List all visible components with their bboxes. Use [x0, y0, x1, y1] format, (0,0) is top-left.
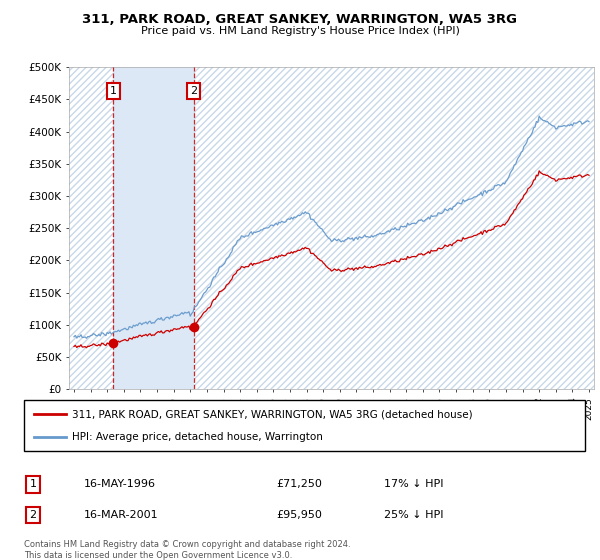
Text: 1: 1 — [29, 479, 37, 489]
Text: Price paid vs. HM Land Registry's House Price Index (HPI): Price paid vs. HM Land Registry's House … — [140, 26, 460, 36]
Text: 311, PARK ROAD, GREAT SANKEY, WARRINGTON, WA5 3RG (detached house): 311, PARK ROAD, GREAT SANKEY, WARRINGTON… — [71, 409, 472, 419]
Text: 16-MAR-2001: 16-MAR-2001 — [84, 510, 158, 520]
Text: 25% ↓ HPI: 25% ↓ HPI — [384, 510, 443, 520]
Text: 2: 2 — [190, 86, 197, 96]
Bar — [194, 67, 594, 389]
Text: Contains HM Land Registry data © Crown copyright and database right 2024.
This d: Contains HM Land Registry data © Crown c… — [24, 540, 350, 560]
Text: 16-MAY-1996: 16-MAY-1996 — [84, 479, 156, 489]
Text: HPI: Average price, detached house, Warrington: HPI: Average price, detached house, Warr… — [71, 432, 323, 442]
FancyBboxPatch shape — [24, 400, 585, 451]
Text: 1: 1 — [110, 86, 117, 96]
Text: £71,250: £71,250 — [276, 479, 322, 489]
Text: 2: 2 — [29, 510, 37, 520]
Text: £95,950: £95,950 — [276, 510, 322, 520]
Bar — [69, 67, 113, 389]
Bar — [113, 67, 194, 389]
Text: 17% ↓ HPI: 17% ↓ HPI — [384, 479, 443, 489]
Text: 311, PARK ROAD, GREAT SANKEY, WARRINGTON, WA5 3RG: 311, PARK ROAD, GREAT SANKEY, WARRINGTON… — [83, 13, 517, 26]
